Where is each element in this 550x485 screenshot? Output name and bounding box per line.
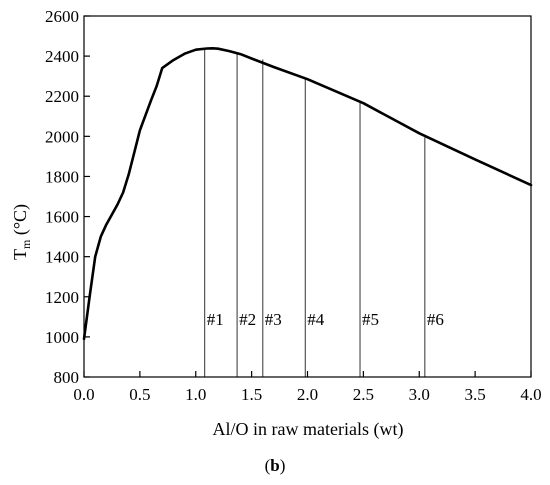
y-axis-title: Tm (°C): [10, 204, 33, 260]
y-axis-title-unit: (°C): [10, 204, 31, 240]
y-tick-label: 1200: [45, 288, 79, 307]
marker-label: #4: [307, 310, 325, 329]
x-tick-label: 3.0: [409, 385, 430, 404]
y-tick-label: 2200: [45, 87, 79, 106]
y-tick-label: 2000: [45, 127, 79, 146]
y-tick-label: 2400: [45, 47, 79, 66]
panel-caption-open: (: [265, 456, 271, 475]
y-tick-label: 1600: [45, 208, 79, 227]
y-tick-label: 1400: [45, 248, 79, 267]
panel-caption-close: ): [280, 456, 286, 475]
marker-label: #5: [362, 310, 379, 329]
x-tick-label: 4.0: [520, 385, 541, 404]
marker-label: #1: [207, 310, 224, 329]
x-tick-label: 1.0: [185, 385, 206, 404]
x-tick-label: 0.5: [129, 385, 150, 404]
x-axis-title: Al/O in raw materials (wt): [213, 419, 404, 440]
x-tick-label: 0.0: [73, 385, 94, 404]
x-tick-label: 3.5: [465, 385, 486, 404]
marker-lines-layer: #1 #2 #3 #4 #5 #6: [204, 48, 444, 377]
marker-label: #6: [427, 310, 444, 329]
svg-text:Tm (°C): Tm (°C): [10, 204, 33, 260]
y-tick-label: 1000: [45, 328, 79, 347]
y-tick-label: 1800: [45, 167, 79, 186]
marker-label: #2: [239, 310, 256, 329]
y-tick-label: 2600: [45, 7, 79, 26]
x-tick-label: 1.5: [241, 385, 262, 404]
y-axis-title-subscript: m: [19, 239, 33, 249]
y-tick-label: 800: [54, 368, 80, 387]
series-line: [82, 47, 533, 341]
panel-caption-letter: b: [270, 456, 279, 475]
y-axis-title-main: T: [10, 249, 30, 260]
x-tick-label: 2.5: [353, 385, 374, 404]
plot-frame: [83, 15, 532, 378]
marker-label: #3: [265, 310, 282, 329]
ticks-layer: 0.0 0.5 1.0 1.5 2.0 2.5 3.0 3.5 4.0 800 1000 1200 14…: [45, 7, 542, 404]
panel-caption: (b): [265, 456, 286, 475]
x-tick-label: 2.0: [297, 385, 318, 404]
